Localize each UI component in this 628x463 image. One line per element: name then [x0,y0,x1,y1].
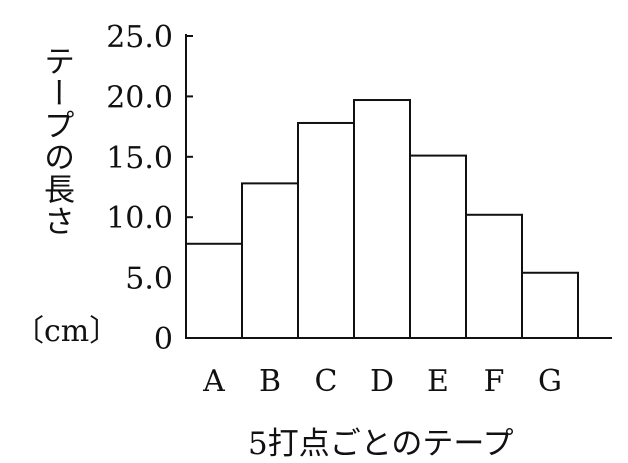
x-tick-label: G [538,364,562,399]
bars [185,99,579,340]
y-axis-label: テープの長さ [38,45,74,237]
x-tick-label: F [484,364,505,399]
y-tick-label: 5.0 [125,262,173,297]
x-axis-label: 5打点ごとのテープ [248,426,514,462]
y-tick-label: 25.0 [106,20,173,55]
bar-f [465,213,523,339]
y-tick-label: 0 [154,322,173,357]
y-axis-ticks: 0 5.0 10.0 15.0 20.0 25.0 [106,20,193,357]
bar-c [297,121,355,339]
x-tick-label: D [370,364,394,399]
bar-d [353,99,411,339]
bar-e [409,154,467,339]
y-tick-label: 15.0 [106,141,173,176]
y-tick-label: 20.0 [106,80,173,115]
x-tick-label: A [202,364,225,399]
x-tick-label: B [259,364,281,399]
y-axis-unit: 〔cm〕 [14,314,120,349]
x-tick-label: C [315,364,338,399]
bar-a [185,242,243,339]
bar-g [521,271,579,340]
bar-b [241,182,299,339]
x-tick-label: E [427,364,449,399]
y-tick-label: 10.0 [106,201,173,236]
